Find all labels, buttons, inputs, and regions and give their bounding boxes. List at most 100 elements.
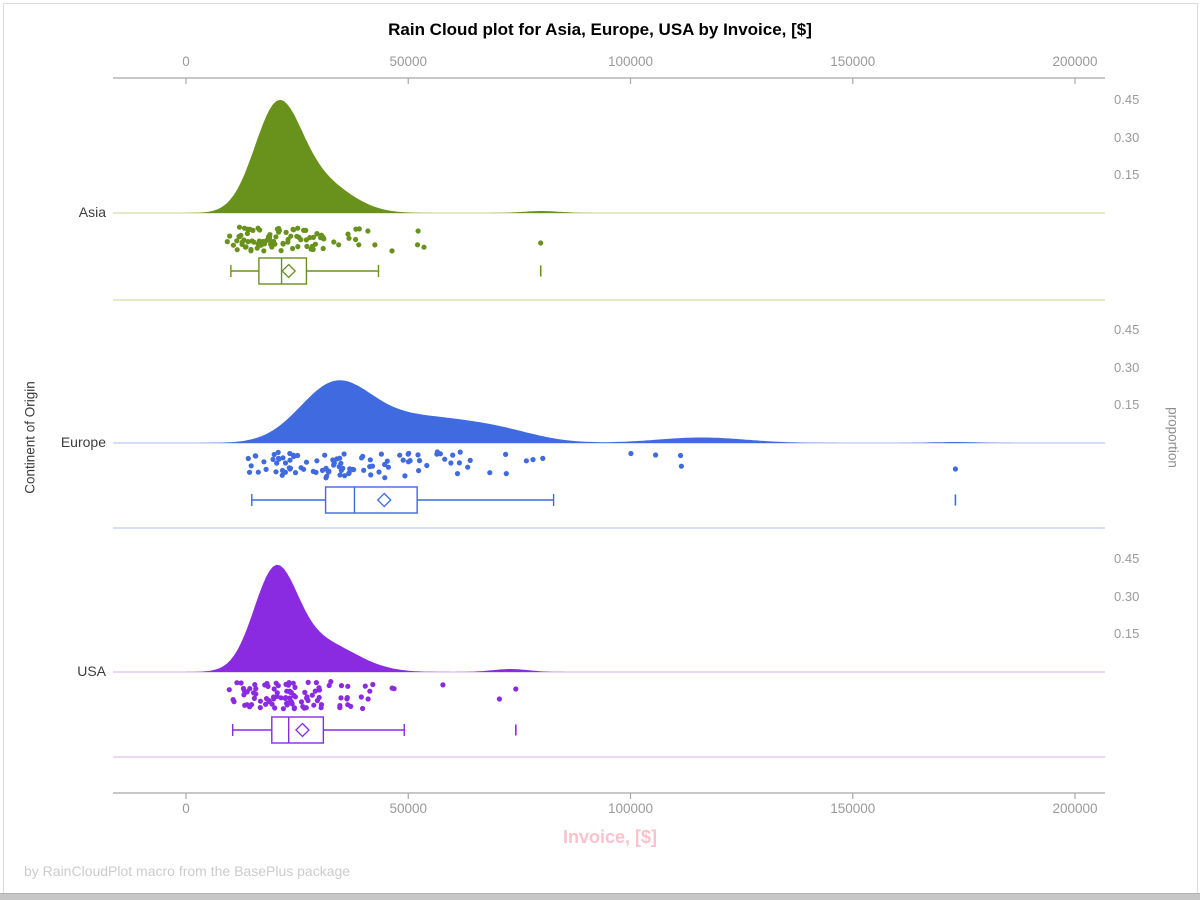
scatter-point xyxy=(358,694,364,700)
x-tick-label-top: 200000 xyxy=(1052,54,1098,69)
scatter-point xyxy=(314,458,320,464)
mean-diamond xyxy=(281,263,297,279)
scatter-point xyxy=(240,685,246,692)
scatter-point xyxy=(287,457,293,463)
x-tick-label-top: 100000 xyxy=(607,54,654,69)
mean-diamond xyxy=(376,492,392,508)
scatter-point xyxy=(276,225,282,232)
scatter-point xyxy=(530,457,536,463)
scatter-point-outlier xyxy=(513,686,519,692)
scatter-point xyxy=(337,472,343,478)
scatter-point xyxy=(251,239,257,245)
scatter-point xyxy=(257,227,263,233)
scatter-point-outlier xyxy=(538,240,544,246)
scatter-point xyxy=(326,682,332,689)
x-tick-label-bottom: 0 xyxy=(182,801,190,816)
scatter-point xyxy=(284,700,290,707)
box xyxy=(271,716,325,744)
scatter-point xyxy=(276,456,282,462)
scatter-point xyxy=(677,452,684,459)
y-axis-title-right: proportion xyxy=(1165,407,1181,468)
scatter-point xyxy=(318,705,324,711)
scatter-point xyxy=(360,453,366,459)
scatter-point xyxy=(280,706,286,712)
scatter-point xyxy=(309,692,315,698)
scatter-point xyxy=(389,685,395,691)
scatter-point-outlier xyxy=(952,466,959,472)
scatter-point xyxy=(245,226,251,232)
scatter-point xyxy=(243,244,249,250)
scatter-point xyxy=(257,705,263,711)
x-tick-label-top: 0 xyxy=(182,54,190,69)
scatter-point xyxy=(266,699,272,705)
scatter-point xyxy=(263,466,269,472)
scatter-point xyxy=(353,236,359,243)
scatter-point xyxy=(318,232,325,238)
scatter-point xyxy=(336,242,342,248)
scatter-point xyxy=(272,705,278,711)
scatter-point xyxy=(263,701,269,707)
scatter-point xyxy=(267,238,273,244)
scatter-point xyxy=(362,683,368,689)
scatter-point xyxy=(330,457,336,463)
category-label-usa: USA xyxy=(77,663,106,679)
scatter-point xyxy=(415,228,421,234)
scatter-point xyxy=(284,681,290,688)
scatter-point-outlier xyxy=(496,696,502,702)
scatter-point xyxy=(346,470,352,476)
scatter-point xyxy=(273,469,279,475)
scatter-point xyxy=(440,682,446,688)
scatter-point xyxy=(405,459,411,465)
scatter-point xyxy=(457,449,463,455)
scatter-point xyxy=(316,685,322,691)
scatter-point xyxy=(378,451,384,457)
scatter-point xyxy=(305,679,311,686)
scatter-point xyxy=(287,466,293,472)
proportion-tick-label: 0.30 xyxy=(1114,359,1140,375)
scatter-point xyxy=(367,688,373,694)
scatter-point xyxy=(456,460,462,466)
scatter-point xyxy=(227,233,233,239)
scatter-point xyxy=(345,683,351,689)
x-axis-title: Invoice, [$] xyxy=(562,827,658,847)
scatter-point xyxy=(272,241,278,247)
x-tick-label-bottom: 150000 xyxy=(830,801,876,816)
scatter-point xyxy=(301,705,307,711)
scatter-point xyxy=(397,452,403,458)
scatter-point xyxy=(421,244,427,250)
scatter-point xyxy=(467,457,473,463)
scatter-point xyxy=(226,687,232,693)
scatter-point xyxy=(450,452,456,458)
scatter-point xyxy=(279,467,286,474)
scatter-point xyxy=(389,248,395,254)
scatter-point xyxy=(271,451,277,458)
y-axis-title-left: Continent of Origin xyxy=(22,381,38,494)
scatter-point xyxy=(372,242,378,248)
scatter-point xyxy=(292,470,299,476)
scatter-point xyxy=(360,705,366,712)
scatter-point xyxy=(414,242,421,248)
scatter-point xyxy=(454,471,461,477)
scatter-point xyxy=(301,466,307,472)
scatter-point xyxy=(255,241,261,247)
scatter-point xyxy=(416,468,422,474)
scatter-point xyxy=(341,451,347,457)
scatter-point xyxy=(321,236,327,242)
scatter-point xyxy=(311,702,317,708)
scatter-point xyxy=(246,469,253,475)
scatter-point xyxy=(244,702,250,708)
scatter-point xyxy=(400,457,406,463)
scatter-point xyxy=(234,680,240,686)
scatter-point xyxy=(252,682,258,688)
density-curve-usa xyxy=(113,564,1105,672)
scatter-point xyxy=(270,456,276,462)
scatter-point xyxy=(244,230,250,237)
scatter-point xyxy=(361,467,367,473)
scatter-point xyxy=(290,226,296,232)
scatter-point xyxy=(385,464,391,470)
scatter-point xyxy=(252,453,258,459)
scatter-point xyxy=(314,231,320,237)
scatter-point xyxy=(278,695,284,701)
